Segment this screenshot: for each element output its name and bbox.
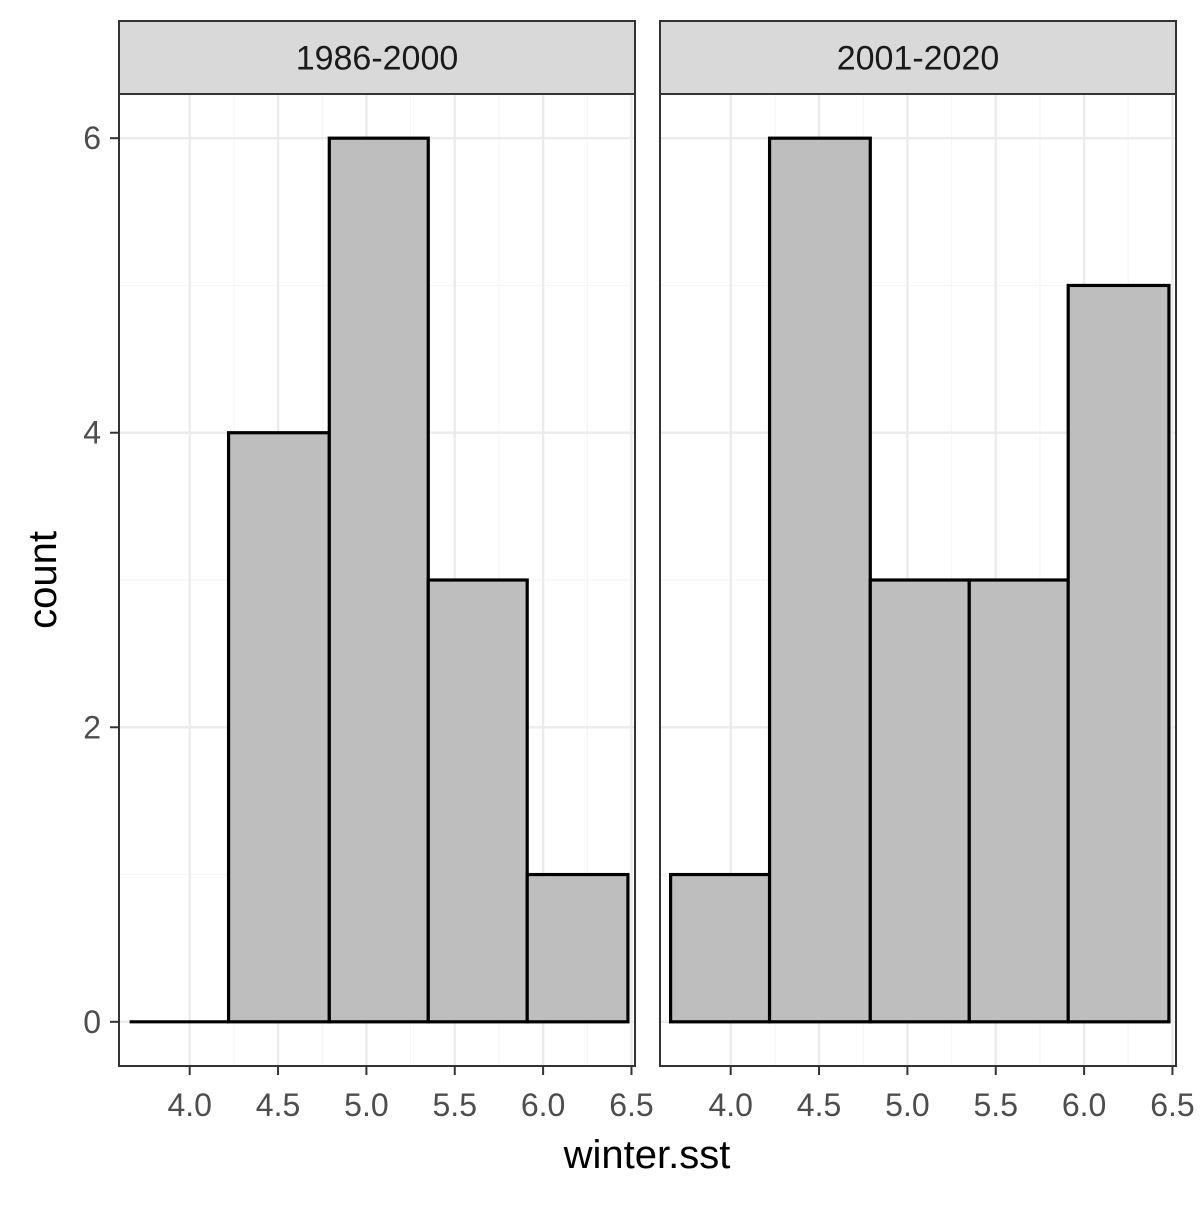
x-tick-label: 5.5	[433, 1087, 477, 1123]
facet-panel-2: 2001-2020 4.0 4.5 5.0 5.5 6.0 6.5	[659, 20, 1195, 1123]
x-axis-title: winter.sst	[563, 1133, 731, 1177]
facet-panel-1: 1986-2000 4.0 4.5 5.0 5.5 6.0 6.5 0 2 4 6	[83, 20, 654, 1123]
y-tick-label: 2	[83, 709, 101, 745]
histogram-bar	[226, 431, 331, 1024]
histogram-bar	[1066, 283, 1171, 1024]
x-tick-label: 5.0	[885, 1087, 929, 1123]
y-axis-title: count	[21, 531, 65, 629]
x-tick-label: 4.5	[797, 1087, 841, 1123]
x-tick-label: 5.5	[974, 1087, 1018, 1123]
panel-border-1	[118, 93, 636, 1067]
x-tick-label: 6.5	[1150, 1087, 1194, 1123]
x-tick-label: 4.5	[256, 1087, 300, 1123]
histogram-bar	[525, 872, 630, 1024]
histogram-bar	[868, 578, 971, 1024]
x-tick-label: 4.0	[708, 1087, 752, 1123]
facet-strip-1	[118, 20, 636, 95]
y-tick-label: 6	[83, 120, 101, 156]
x-tick-label: 4.0	[167, 1087, 211, 1123]
x-tick-label: 6.0	[521, 1087, 565, 1123]
histogram-bar	[327, 136, 430, 1024]
y-tick-label: 0	[83, 1004, 101, 1040]
x-tick-label: 6.0	[1062, 1087, 1106, 1123]
histogram-bar	[426, 578, 529, 1024]
x-tick-label: 5.0	[344, 1087, 388, 1123]
facet-strip-label-1: 1986-2000	[296, 40, 459, 78]
x-tick-label: 6.5	[609, 1087, 653, 1123]
facet-strip-label-2: 2001-2020	[837, 40, 1000, 78]
facet-strip-2	[659, 20, 1177, 95]
histogram-bar	[967, 578, 1070, 1024]
histogram-bar	[767, 136, 872, 1024]
y-tick-label: 4	[83, 415, 101, 451]
panel-border-2	[659, 93, 1177, 1067]
histogram-bar	[669, 872, 772, 1024]
